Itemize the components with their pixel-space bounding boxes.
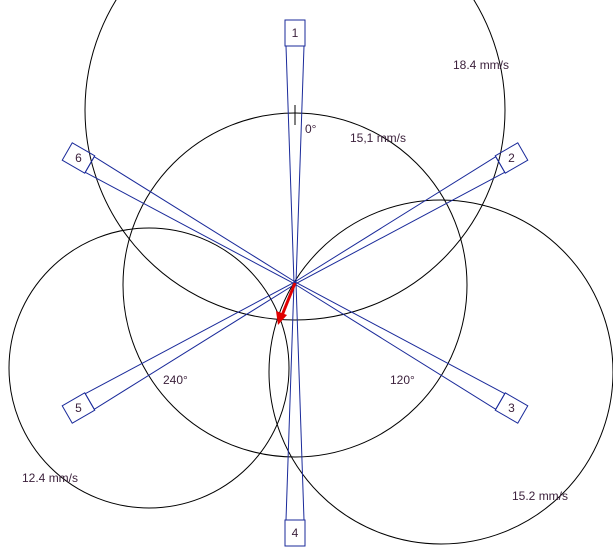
blade-box (284, 19, 306, 47)
circle (84, 0, 506, 321)
circle (268, 199, 613, 545)
blade (284, 282, 306, 547)
blade-body (285, 282, 305, 521)
reading-label: 15.2 mm/s (512, 489, 568, 503)
blade-body (293, 281, 506, 410)
circle (8, 227, 290, 509)
result-vector (279, 282, 297, 319)
blade-box (494, 142, 529, 174)
angle-label: 240° (163, 373, 188, 387)
blade-number: 2 (508, 151, 515, 165)
arrow-head (276, 311, 287, 325)
blade-number: 1 (292, 26, 299, 40)
blade-body (84, 156, 297, 285)
blade-number: 5 (75, 401, 82, 415)
reading-label: 12.4 mm/s (22, 471, 78, 485)
blade (61, 142, 297, 285)
angle-label: 0° (305, 122, 317, 136)
blade (61, 281, 297, 424)
reading-label: 18.4 mm/s (453, 58, 509, 72)
reading-label: 15,1 mm/s (350, 131, 406, 145)
blade-box (494, 392, 529, 424)
blade-body (84, 281, 297, 410)
blade (293, 142, 529, 285)
blade-box (61, 142, 96, 174)
blade-number: 4 (292, 526, 299, 540)
blade (293, 281, 529, 424)
blade-box (284, 519, 306, 547)
blade-body (285, 45, 305, 284)
blade-box (61, 392, 96, 424)
blade (284, 19, 306, 284)
angle-label: 120° (390, 373, 415, 387)
blade-number: 6 (75, 151, 82, 165)
blade-number: 3 (508, 401, 515, 415)
blade-body (293, 156, 506, 285)
